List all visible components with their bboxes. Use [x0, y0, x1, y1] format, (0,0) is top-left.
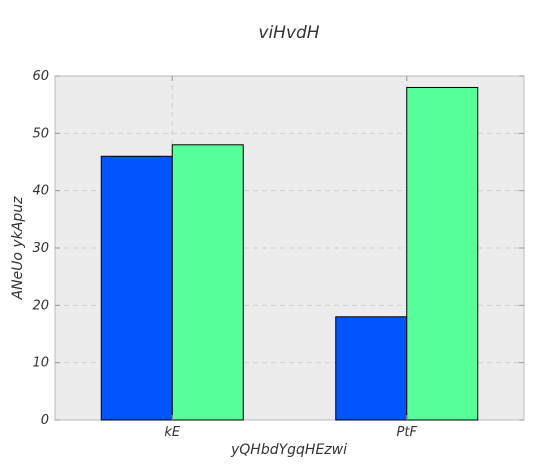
- x-tick-label: PtF: [397, 425, 418, 440]
- bar-series-2-PtF: [406, 86, 479, 421]
- y-tick-label: 0: [41, 413, 49, 428]
- y-tick-label: 60: [32, 69, 49, 84]
- y-tick-label: 10: [32, 356, 49, 371]
- bar-series-2-kE: [171, 144, 244, 421]
- bar-series-1-kE: [100, 155, 173, 421]
- x-axis-ticks: kE PtF: [164, 76, 417, 440]
- x-axis-label: yQHbdYgqHEzwi: [230, 442, 347, 458]
- y-tick-label: 40: [32, 184, 49, 199]
- y-tick-label: 30: [32, 241, 49, 256]
- y-tick-label: 50: [32, 126, 49, 141]
- bar-series-1-PtF: [335, 316, 408, 421]
- y-axis-ticks: 0 10 20 30 40 50 60: [32, 69, 524, 428]
- x-tick-label: kE: [164, 425, 181, 440]
- chart-title: viHvdH: [258, 23, 319, 43]
- y-axis-label: ANeUo ykApuz: [10, 196, 26, 301]
- bars: [100, 86, 479, 421]
- y-tick-label: 20: [32, 298, 49, 313]
